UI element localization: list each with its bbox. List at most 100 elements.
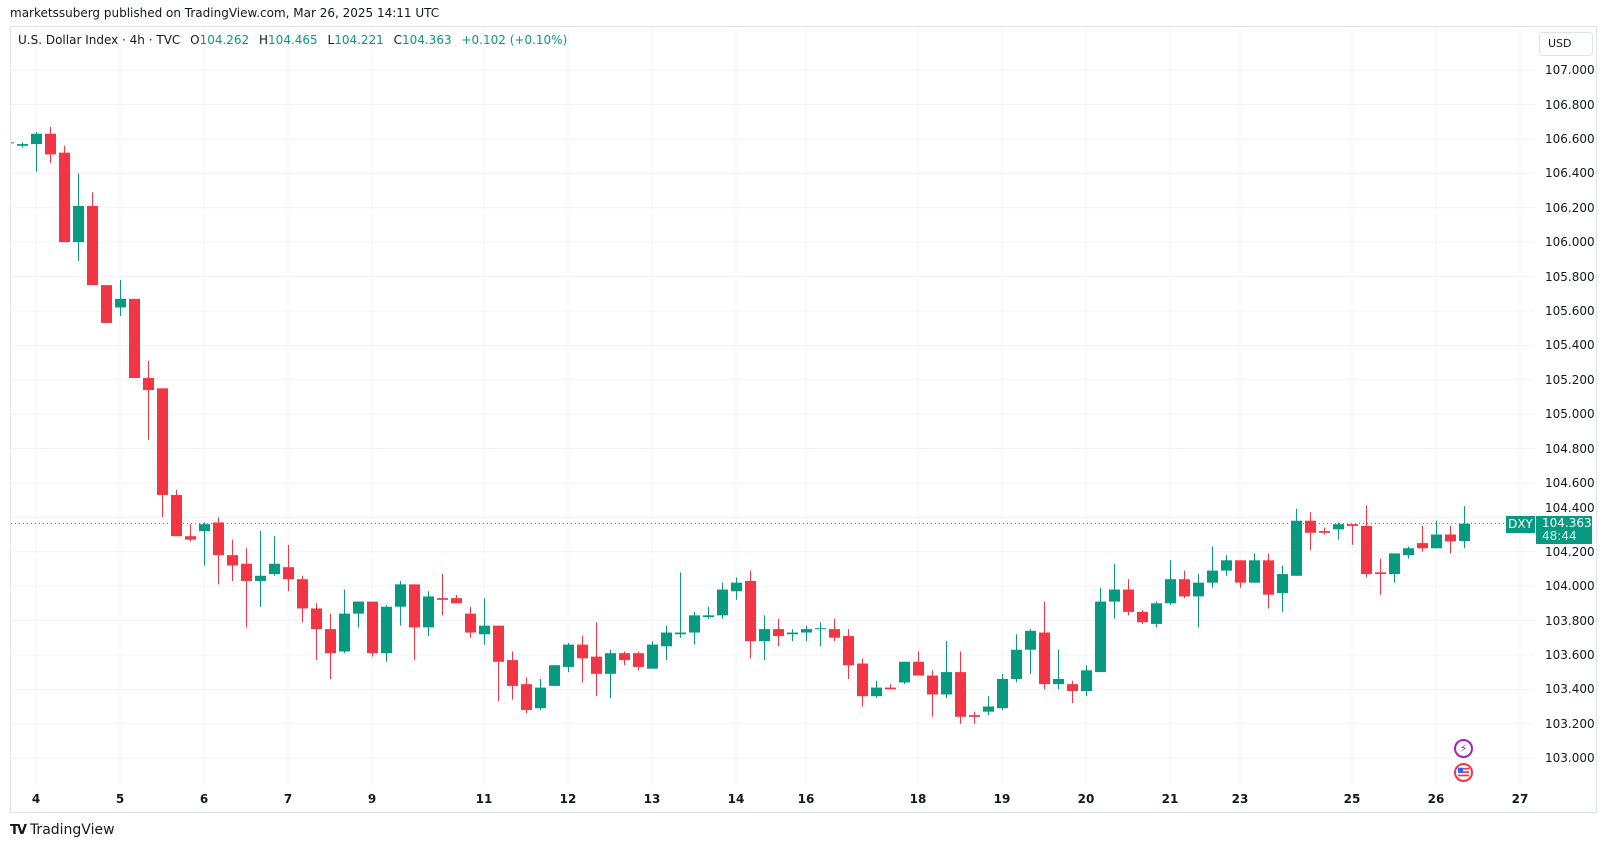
- candle-body: [423, 596, 434, 628]
- candle-body: [955, 672, 966, 717]
- candle-body: [241, 563, 252, 581]
- candle-body: [857, 663, 868, 697]
- candle-down: [45, 126, 56, 163]
- open-value: 104.262: [199, 33, 250, 47]
- candle-down: [773, 618, 784, 647]
- candle-down: [171, 489, 182, 537]
- candle-down: [241, 548, 252, 628]
- candle-down: [1235, 560, 1246, 588]
- candle-down: [969, 711, 980, 724]
- date-tick-label: 25: [1343, 792, 1361, 806]
- price-tick-label: 105.600: [1545, 303, 1595, 318]
- candle-body: [1039, 632, 1050, 685]
- candles: [11, 126, 1470, 724]
- candle-up: [353, 601, 364, 628]
- candle-up: [1403, 546, 1414, 559]
- candle-up: [255, 531, 266, 607]
- candle-up: [1221, 555, 1232, 576]
- candle-down: [1375, 558, 1386, 595]
- candle-body: [829, 629, 840, 638]
- candle-up: [1095, 587, 1106, 673]
- candle-down: [1445, 525, 1456, 554]
- candle-body: [703, 615, 714, 618]
- candle-body: [59, 152, 70, 243]
- candle-body: [1095, 601, 1106, 673]
- candle-body: [717, 589, 728, 616]
- legend-high: H104.465: [259, 33, 318, 47]
- candle-body: [1333, 524, 1344, 530]
- date-tick-label: 6: [199, 792, 209, 806]
- date-tick-label: 9: [367, 792, 377, 806]
- legend-close: C104.363: [394, 33, 452, 47]
- candle-down: [507, 651, 518, 700]
- candle-body: [1025, 630, 1036, 650]
- candle-body: [521, 684, 532, 710]
- candle-body: [297, 579, 308, 609]
- candle-body: [1347, 524, 1358, 526]
- lightning-icon[interactable]: ⚡: [1454, 739, 1473, 758]
- candle-down: [409, 584, 420, 661]
- candle-down: [521, 677, 532, 714]
- price-tick-label: 105.400: [1545, 338, 1595, 353]
- candle-down: [1137, 610, 1148, 624]
- candle-up: [1291, 508, 1302, 576]
- candle-up: [423, 591, 434, 636]
- tradingview-logo[interactable]: TV TradingView: [10, 822, 115, 838]
- candle-up: [73, 173, 84, 262]
- legend-open: O104.262: [190, 33, 249, 47]
- price-tick-label: 106.200: [1545, 200, 1595, 215]
- candle-up: [717, 582, 728, 619]
- candle-body: [1277, 574, 1288, 593]
- candle-up: [479, 598, 490, 645]
- candle-up: [997, 673, 1008, 710]
- candle-body: [451, 598, 462, 604]
- price-tick-label: 106.000: [1545, 235, 1595, 250]
- candle-up: [675, 572, 686, 638]
- candle-body: [479, 625, 490, 635]
- candle-body: [997, 678, 1008, 709]
- low-value: 104.221: [334, 33, 384, 47]
- candle-up: [199, 522, 210, 566]
- open-label: O: [190, 33, 200, 47]
- candle-body: [1235, 560, 1246, 583]
- candle-up: [563, 642, 574, 673]
- us-flag-graphic: [1458, 767, 1469, 778]
- candle-up: [1431, 520, 1442, 549]
- candle-down: [1319, 527, 1330, 535]
- symbol-badge: DXY: [1506, 515, 1535, 533]
- close-label: C: [393, 33, 403, 47]
- date-tick-label: 4: [31, 792, 41, 806]
- candle-body: [73, 205, 84, 243]
- candle-up: [1081, 665, 1092, 697]
- price-tick-label: 104.600: [1545, 475, 1595, 490]
- candle-body: [339, 613, 350, 652]
- date-tick-label: 12: [559, 792, 577, 806]
- candle-body: [941, 672, 952, 695]
- candle-body: [101, 285, 112, 323]
- date-tick-label: 5: [115, 792, 125, 806]
- candle-down: [913, 651, 924, 676]
- candle-down: [1123, 579, 1134, 616]
- candle-up: [689, 611, 700, 645]
- grid: [11, 27, 1535, 785]
- candle-down: [1417, 525, 1428, 552]
- price-tick-label: 106.600: [1545, 131, 1595, 146]
- candle-up: [1011, 634, 1022, 683]
- candle-up: [535, 678, 546, 710]
- price-tick-label: 103.400: [1545, 682, 1595, 697]
- candle-down: [857, 658, 868, 707]
- candle-down: [1347, 524, 1358, 545]
- candle-body: [1207, 570, 1218, 583]
- us-flag-icon[interactable]: [1454, 763, 1473, 782]
- candle-down: [297, 575, 308, 623]
- candle-body: [927, 675, 938, 695]
- candle-down: [465, 606, 476, 638]
- candle-up: [605, 649, 616, 698]
- symbol-title: U.S. Dollar Index · 4h · TVC: [18, 33, 181, 47]
- candle-body: [185, 536, 196, 540]
- candle-up: [1459, 506, 1470, 549]
- candle-body: [381, 606, 392, 654]
- candle-up: [787, 629, 798, 642]
- currency-button[interactable]: USD: [1539, 32, 1593, 56]
